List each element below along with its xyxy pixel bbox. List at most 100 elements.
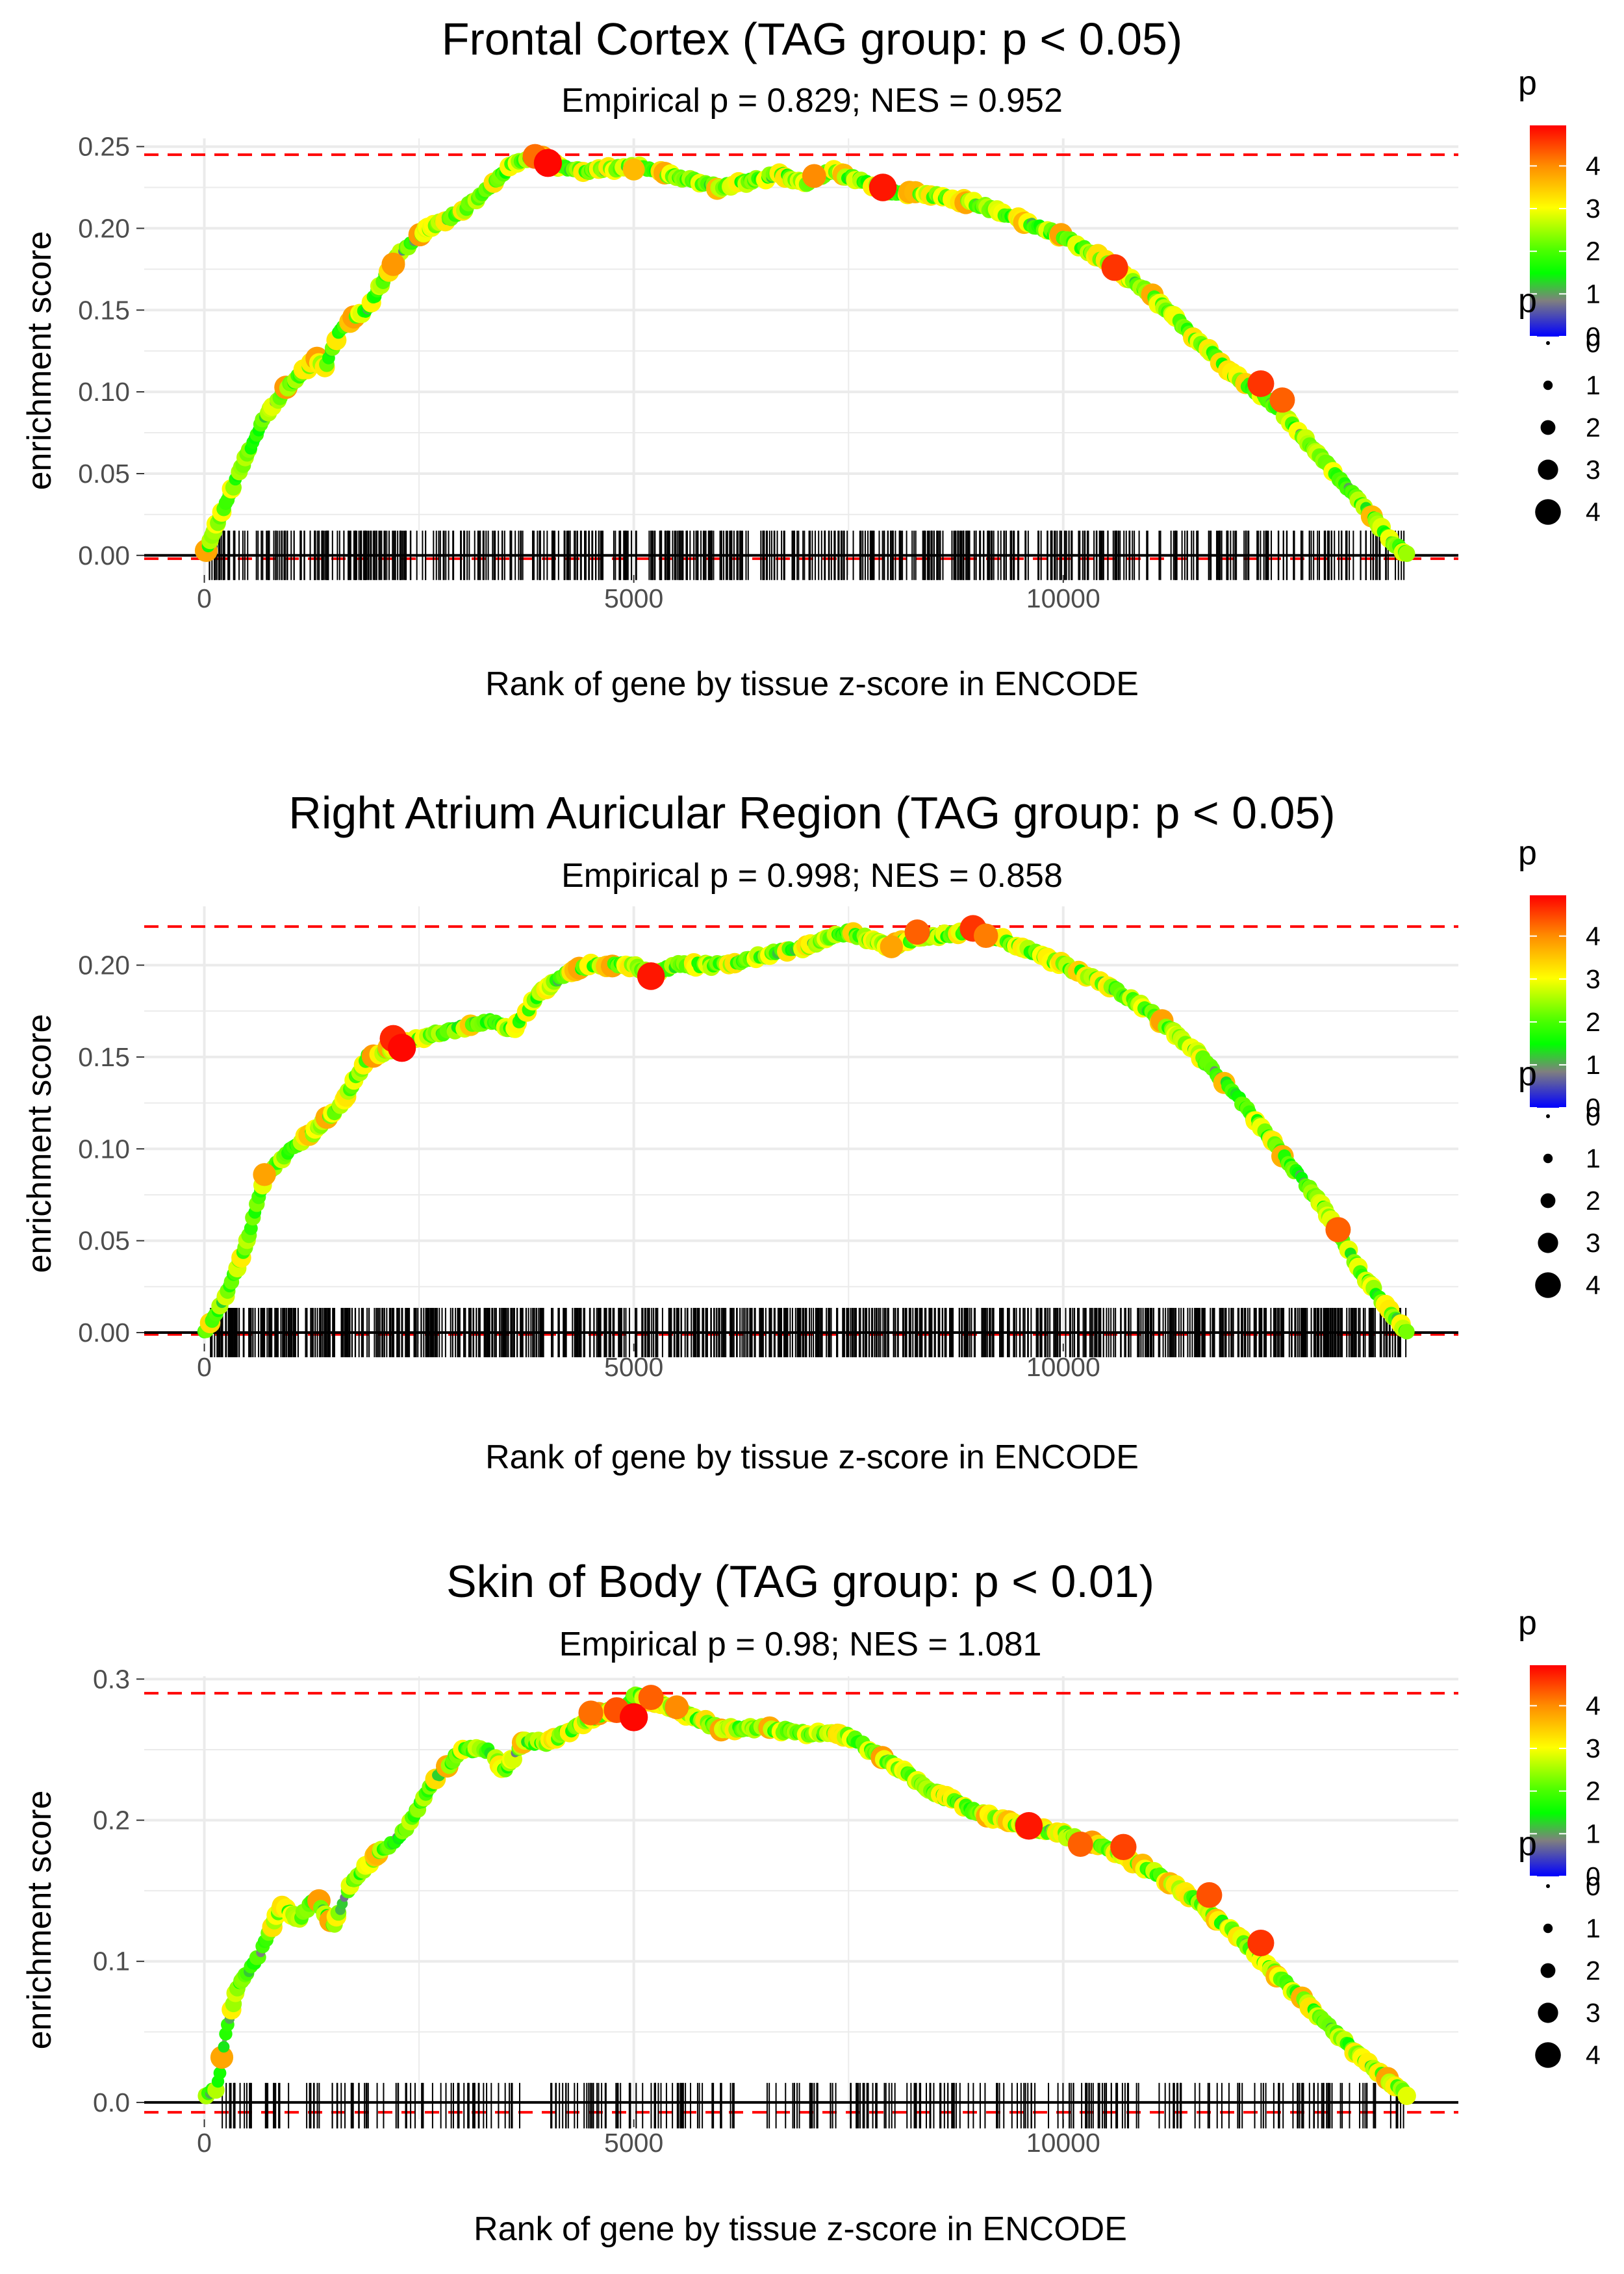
size-legend-label: 2: [1586, 1956, 1601, 1986]
size-legend-label: 3: [1586, 455, 1601, 485]
size-legend-dot: [1543, 1153, 1553, 1164]
highlight-point: [637, 962, 665, 990]
panel-skin-of-body: Skin of Body (TAG group: p < 0.01) Empir…: [21, 1556, 1458, 2248]
panel-title: Right Atrium Auricular Region (TAG group…: [288, 787, 1335, 838]
size-legend-dot: [1535, 1272, 1561, 1298]
highlight-point: [869, 173, 897, 201]
panel-subtitle: Empirical p = 0.998; NES = 0.858: [561, 857, 1063, 895]
color-legend-label: 2: [1586, 1776, 1601, 1806]
highlight-point: [622, 158, 645, 181]
y-tick-label: 0.15: [78, 1042, 130, 1072]
size-legend-dot: [1540, 1193, 1556, 1208]
y-tick-label: 0.1: [93, 1947, 130, 1976]
y-axis-title: enrichment score: [21, 1791, 58, 2050]
y-axis-title: enrichment score: [21, 1014, 58, 1273]
y-tick-label: 0.05: [78, 1226, 130, 1256]
size-legend-label: 1: [1586, 1143, 1601, 1173]
size-legend-dot: [1540, 420, 1556, 435]
y-tick-label: 0.15: [78, 295, 130, 325]
color-legend-label: 3: [1586, 194, 1601, 224]
highlight-point: [1101, 254, 1128, 281]
color-legend-label: 1: [1586, 1050, 1601, 1080]
color-legend-title: p: [1518, 1604, 1537, 1642]
size-legend-label: 3: [1586, 1998, 1601, 2028]
y-axis-title: enrichment score: [21, 231, 58, 491]
panel-frontal-cortex: Frontal Cortex (TAG group: p < 0.05) Emp…: [21, 14, 1458, 703]
size-legend-dot: [1535, 499, 1561, 525]
color-legend-label: 4: [1586, 921, 1601, 951]
size-legend-dot: [1546, 1114, 1550, 1118]
curve-point: [213, 2066, 227, 2080]
y-tick-label: 0.00: [78, 1318, 130, 1348]
curve-point: [1398, 545, 1415, 562]
x-axis-title: Rank of gene by tissue z-score in ENCODE: [474, 2210, 1127, 2248]
color-legend-bar: [1530, 895, 1566, 1108]
x-axis-title: Rank of gene by tissue z-score in ENCODE: [485, 1438, 1139, 1476]
size-legend-label: 1: [1586, 370, 1601, 400]
color-legend-bar: [1530, 1665, 1566, 1876]
highlight-point: [381, 252, 405, 276]
curve-point: [218, 2041, 230, 2053]
color-legend-label: 3: [1586, 964, 1601, 994]
size-legend-title: p: [1518, 1055, 1537, 1093]
size-legend-label: 2: [1586, 1186, 1601, 1216]
color-legend-label: 4: [1586, 151, 1601, 181]
color-legend-label: 3: [1586, 1733, 1601, 1763]
highlight-point: [1067, 1831, 1093, 1857]
size-legend-dot: [1543, 1923, 1553, 1934]
highlight-point: [253, 1163, 276, 1186]
color-legend-label: 4: [1586, 1691, 1601, 1720]
highlight-point: [802, 164, 826, 188]
y-tick-label: 0.0: [93, 2088, 130, 2117]
y-tick-label: 0.00: [78, 541, 130, 570]
highlight-point: [638, 1685, 664, 1711]
y-tick-label: 0.25: [78, 132, 130, 162]
size-legend-label: 4: [1586, 1270, 1601, 1300]
size-legend-label: 0: [1586, 1871, 1601, 1901]
highlight-point: [880, 935, 904, 958]
x-tick-label: 10000: [1026, 2128, 1100, 2158]
color-legend-title: p: [1518, 64, 1537, 102]
enrichment-curve: [202, 928, 1409, 1335]
size-legend-label: 1: [1586, 1913, 1601, 1943]
plot-area: 0.0 0.1 0.2 0.3 0 5000 10000: [93, 1664, 1458, 2158]
color-legend-label: 1: [1586, 279, 1601, 309]
y-tick-label: 0.05: [78, 459, 130, 489]
color-legend-bar: [1530, 125, 1566, 337]
panel-subtitle: Empirical p = 0.98; NES = 1.081: [559, 1626, 1042, 1663]
highlight-point: [1015, 1811, 1043, 1840]
highlight-point: [388, 1034, 416, 1062]
panel-subtitle: Empirical p = 0.829; NES = 0.952: [561, 82, 1063, 120]
y-tick-label: 0.20: [78, 950, 130, 980]
highlight-point: [1110, 1833, 1137, 1861]
plot-area: 0.00 0.05 0.10 0.15 0.20 0.25 0 5000 10000: [78, 132, 1458, 613]
plot-area: 0.000.050.100.150.200 5000 10000: [78, 906, 1458, 1382]
curve-point: [1397, 2086, 1416, 2105]
color-legend-label: 2: [1586, 1007, 1601, 1037]
size-legend-dot: [1538, 459, 1558, 480]
size-legend-title: p: [1518, 1825, 1537, 1863]
size-legend-dot: [1546, 1884, 1550, 1888]
color-legend-label: 0: [1586, 1861, 1601, 1891]
x-tick-label: 10000: [1026, 583, 1100, 613]
highlight-point: [974, 923, 998, 949]
size-legend-dot: [1535, 2042, 1561, 2068]
size-legend-label: 3: [1586, 1228, 1601, 1258]
size-legend-label: 2: [1586, 413, 1601, 442]
size-legend-label: 0: [1586, 1101, 1601, 1131]
size-legend-dot: [1543, 380, 1553, 390]
x-tick-label: 5000: [604, 583, 663, 613]
size-legend-label: 4: [1586, 2040, 1601, 2070]
highlight-point: [904, 919, 930, 945]
color-legend-label: 1: [1586, 1819, 1601, 1848]
size-legend: p 0 1 2 3 4 p 0 1 2 3 4 p 0 1 2 3 4: [1518, 282, 1601, 2070]
highlight-point: [1247, 1929, 1275, 1957]
x-tick-label: 0: [197, 2128, 212, 2158]
highlight-point: [620, 1703, 648, 1731]
enrichment-curve: [203, 1690, 1408, 2098]
color-legend-label: 2: [1586, 236, 1601, 266]
panel-title: Frontal Cortex (TAG group: p < 0.05): [442, 14, 1183, 64]
color-legend-label: 0: [1586, 322, 1601, 351]
panel-right-atrium: Right Atrium Auricular Region (TAG group…: [21, 787, 1458, 1476]
highlight-point: [1269, 387, 1295, 413]
